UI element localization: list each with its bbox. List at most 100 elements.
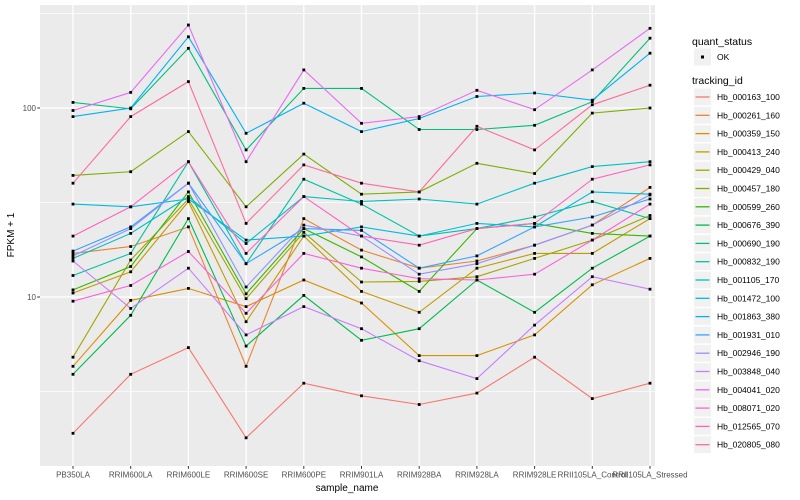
data-point <box>533 323 536 327</box>
data-point <box>302 195 306 198</box>
data-point <box>129 372 133 376</box>
x-tick-label: RRIM600LE <box>167 471 211 480</box>
legend-item: Hb_001931_010 <box>694 326 780 344</box>
data-point <box>475 202 479 206</box>
data-point <box>533 333 536 337</box>
data-point <box>360 266 363 270</box>
data-point <box>417 290 421 293</box>
data-point <box>475 222 479 225</box>
data-point <box>360 255 363 259</box>
data-point <box>187 250 190 253</box>
x-tick-label: RRIM600LA <box>109 471 153 480</box>
data-point <box>302 101 306 105</box>
legend-item: Hb_000359_150 <box>694 125 780 142</box>
data-point <box>648 214 652 217</box>
legend-item: Hb_000599_260 <box>694 198 780 216</box>
data-point <box>475 354 479 357</box>
data-point <box>648 51 652 55</box>
data-point <box>360 248 363 252</box>
legend-item: Hb_001863_380 <box>694 308 780 325</box>
data-point <box>244 252 248 255</box>
legend-item: Hb_000413_240 <box>694 143 780 161</box>
legend-item: Hb_000457_180 <box>694 180 780 197</box>
data-point <box>187 266 190 270</box>
data-point <box>244 320 248 324</box>
legend-item-label: Hb_001931_010 <box>717 330 780 340</box>
data-point <box>533 243 536 247</box>
data-point <box>71 259 75 263</box>
x-tick-label: RRIM928BA <box>397 471 442 480</box>
data-point <box>187 190 190 194</box>
data-point <box>71 252 75 255</box>
data-point <box>648 83 652 87</box>
data-point <box>475 124 479 128</box>
data-point <box>590 100 594 104</box>
data-point <box>187 217 190 220</box>
data-point <box>648 106 652 110</box>
legend-item: Hb_003848_040 <box>694 363 780 380</box>
data-point <box>360 229 363 232</box>
data-point <box>360 338 363 342</box>
x-tick-labels: PB350LA RRIM600LA RRIM600LE RRIM600SE RRIM60… <box>56 471 687 480</box>
data-point <box>129 245 133 248</box>
data-point <box>475 259 479 263</box>
data-point <box>533 181 536 185</box>
data-point <box>302 294 306 297</box>
data-point <box>417 266 421 270</box>
x-tick-label: RRIM901LA <box>340 471 384 480</box>
data-point <box>648 217 652 220</box>
data-point <box>244 297 248 301</box>
data-point <box>187 200 190 203</box>
data-point <box>302 177 306 181</box>
data-point <box>244 311 248 315</box>
data-point <box>590 266 594 270</box>
data-point <box>129 258 133 262</box>
x-tick-label: RRIM928LE <box>513 471 557 480</box>
legend-item: Hb_000163_100 <box>694 88 780 106</box>
x-tick-label: RRIM928LA <box>455 471 499 480</box>
data-point <box>417 115 421 118</box>
legend-item: Hb_000690_190 <box>694 235 780 252</box>
data-point <box>590 283 594 287</box>
data-point <box>71 181 75 185</box>
data-point <box>360 202 363 206</box>
x-tick-label: RRIM600SE <box>224 471 268 480</box>
y-tick-label: 100 <box>23 104 37 113</box>
legend-item-label: Hb_012565_070 <box>717 421 780 431</box>
data-point <box>417 190 421 194</box>
legend-item: Hb_000261_160 <box>694 106 780 124</box>
legend-item-label: Hb_004041_020 <box>717 385 780 395</box>
data-points <box>71 23 652 440</box>
data-point <box>187 80 190 83</box>
data-point <box>417 359 421 363</box>
data-point <box>475 227 479 230</box>
data-point <box>71 101 75 104</box>
data-point <box>475 128 479 131</box>
legend-item-label: Hb_000429_040 <box>717 165 780 175</box>
legend-item-label: Hb_000359_150 <box>717 129 780 139</box>
legend-item-label: Hb_000832_190 <box>717 257 780 267</box>
legend-item-label: Hb_000261_160 <box>717 110 780 120</box>
data-point <box>302 305 306 308</box>
ok-point-icon <box>701 55 704 59</box>
data-point <box>302 381 306 385</box>
legend-item-label: Hb_000676_390 <box>717 220 780 230</box>
x-tick-label: RRII105LA_Stressed <box>612 471 687 480</box>
data-point <box>187 160 190 164</box>
data-point <box>244 222 248 225</box>
data-point <box>129 115 133 118</box>
data-point <box>244 305 248 308</box>
legend-item-label: Hb_020805_080 <box>717 440 780 450</box>
data-point <box>648 193 652 197</box>
data-point <box>475 161 479 165</box>
data-point <box>302 234 306 238</box>
data-point <box>71 234 75 238</box>
legend-item-label: Hb_000457_180 <box>717 184 780 194</box>
data-point <box>71 299 75 303</box>
data-point <box>360 87 363 90</box>
data-point <box>475 377 479 380</box>
data-point <box>129 106 133 110</box>
data-point <box>129 225 133 229</box>
data-point <box>417 354 421 357</box>
